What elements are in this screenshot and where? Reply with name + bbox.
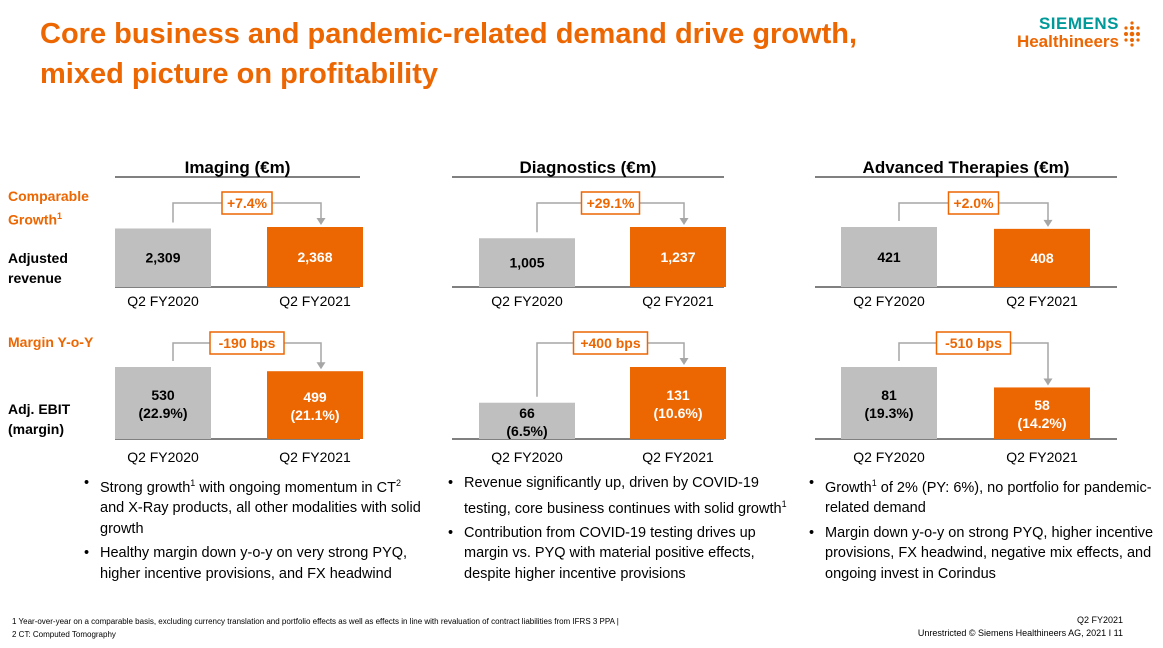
diagnostics-revenue-value-label: 1,005 [509, 255, 544, 271]
advanced-therapies-ebit-bar-q2-fy2020 [841, 367, 937, 439]
diagnostics-margin-label: (10.6%) [653, 405, 702, 421]
imaging-revenue-change-badge [221, 191, 273, 215]
diagnostics-margin-label: (6.5%) [506, 423, 547, 439]
page-title-line-2: mixed picture on profitability [40, 58, 438, 90]
imaging-ebit-value-label: 530 [151, 387, 175, 403]
diagnostics-ebit-value-label: 131 [666, 387, 690, 403]
comparable-growth-label: Comparable Growth1 [8, 186, 89, 230]
diagnostics-revenue-value-label: 1,237 [660, 249, 695, 265]
diagnostics-bullets: Revenue significantly up, driven by COVI… [446, 473, 794, 588]
advanced-therapies-revenue-arrow-icon [1043, 219, 1053, 227]
advanced-therapies-revenue-value-label: 421 [877, 249, 901, 265]
imaging-ebit-change-badge [209, 331, 285, 355]
advanced-therapies-revenue-change-label: +2.0% [953, 195, 994, 211]
diagnostics-ebit-change-badge [572, 331, 649, 355]
page-title-line-1: Core business and pandemic-related deman… [40, 18, 858, 50]
diagnostics-bullet-2: Contribution from COVID-19 testing drive… [448, 523, 794, 585]
imaging-ebit-bar-q2-fy2020 [115, 367, 211, 439]
adj-ebit-label-line-2: (margin) [8, 421, 64, 437]
logo-brand: SIEMENS [1038, 14, 1119, 33]
diagnostics-ebit-value-label: 66 [519, 405, 535, 421]
diagnostics-header: Diagnostics (€m) [520, 158, 657, 177]
adj-ebit-label-line-1: Adj. EBIT [8, 401, 71, 417]
comparable-growth-label-line-1: Comparable [8, 188, 89, 204]
footer: Q2 FY2021 Unrestricted © Siemens Healthi… [918, 614, 1123, 640]
advanced-therapies-bullets: Growth1 of 2% (PY: 6%), no portfolio for… [807, 473, 1155, 588]
advanced-therapies-revenue-category-label: Q2 FY2021 [1006, 293, 1078, 309]
diagnostics-ebit-bar-q2-fy2020 [479, 402, 575, 439]
imaging-revenue-arrow-icon [316, 218, 326, 225]
imaging-revenue-value-label: 2,309 [145, 250, 180, 266]
imaging-revenue-value-label: 2,368 [297, 249, 332, 265]
diagnostics-revenue-category-label: Q2 FY2021 [642, 293, 714, 309]
imaging-margin-label: (21.1%) [290, 407, 339, 423]
imaging-header: Imaging (€m) [185, 158, 291, 177]
diagnostics-revenue-arrow-icon [679, 218, 689, 225]
advanced-therapies-ebit-value-label: 58 [1034, 397, 1050, 413]
diagnostics-revenue-change-badge [580, 191, 641, 215]
imaging-ebit-change-label: -190 bps [219, 335, 276, 351]
diagnostics-bullet-1: Revenue significantly up, driven by COVI… [448, 473, 794, 519]
logo-product: Healthineers [1016, 32, 1119, 51]
comparable-growth-label-line-2: Growth [8, 211, 57, 228]
adjusted-revenue-label: Adjusted revenue [8, 248, 68, 288]
diagnostics-ebit-category-label: Q2 FY2020 [491, 449, 563, 465]
diagnostics-ebit-category-label: Q2 FY2021 [642, 449, 714, 465]
diagnostics-revenue-bar-q2-fy2020 [479, 238, 575, 287]
footnote-1: 1 Year-over-year on a comparable basis, … [12, 617, 619, 626]
footer-copyright: Unrestricted © Siemens Healthineers AG, … [917, 628, 1123, 638]
advanced-therapies-ebit-change-badge [935, 331, 1012, 355]
imaging-bullet-2: Healthy margin down y-o-y on very strong… [84, 543, 422, 584]
advanced-therapies-bullet-2: Margin down y-o-y on strong PYQ, higher … [809, 523, 1155, 585]
imaging-bullets: Strong growth1 with ongoing momentum in … [82, 473, 422, 588]
diagnostics-ebit-change-label: +400 bps [580, 335, 641, 351]
diagnostics-ebit-bar-q2-fy2021 [630, 367, 726, 439]
imaging-revenue-category-label: Q2 FY2020 [127, 293, 199, 309]
imaging-ebit-category-label: Q2 FY2021 [279, 449, 351, 465]
imaging-revenue-bar-q2-fy2021 [267, 227, 363, 287]
dots-icon [1124, 21, 1140, 47]
adjusted-revenue-label-line-2: revenue [8, 270, 62, 286]
advanced-therapies-ebit-bar-q2-fy2021 [994, 387, 1090, 439]
imaging-ebit-category-label: Q2 FY2020 [127, 449, 199, 465]
advanced-therapies-revenue-value-label: 408 [1030, 250, 1054, 266]
advanced-therapies-margin-label: (14.2%) [1017, 415, 1066, 431]
diagnostics-revenue-category-label: Q2 FY2020 [491, 293, 563, 309]
advanced-therapies-header: Advanced Therapies (€m) [863, 158, 1070, 177]
bar-charts: Imaging (€m) 2,309 Q2 FY2020 2,368 Q2 FY2021… [115, 158, 1117, 465]
advanced-therapies-ebit-value-label: 81 [881, 387, 897, 403]
advanced-therapies-revenue-category-label: Q2 FY2020 [853, 293, 925, 309]
advanced-therapies-ebit-category-label: Q2 FY2021 [1006, 449, 1078, 465]
advanced-therapies-bullet-1: Growth1 of 2% (PY: 6%), no portfolio for… [809, 473, 1155, 519]
advanced-therapies-ebit-change-label: -510 bps [945, 335, 1002, 351]
imaging-margin-label: (22.9%) [138, 405, 187, 421]
page-title: Core business and pandemic-related deman… [40, 14, 940, 94]
imaging-revenue-bar-q2-fy2020 [115, 228, 211, 287]
footnote-ref-1: 1 [57, 211, 63, 221]
advanced-therapies-revenue-change-badge [947, 191, 1000, 215]
footnote-2: 2 CT: Computed Tomography [12, 630, 116, 639]
siemens-healthineers-logo: SIEMENS Healthineers [1017, 15, 1141, 51]
advanced-therapies-revenue-bar-q2-fy2021 [994, 228, 1090, 287]
imaging-revenue-change-label: +7.4% [227, 195, 268, 211]
diagnostics-revenue-change-label: +29.1% [587, 195, 635, 211]
diagnostics-ebit-arrow-icon [679, 358, 689, 365]
page-number: 11 [1113, 628, 1123, 638]
imaging-bullet-1: Strong growth1 with ongoing momentum in … [84, 473, 422, 539]
imaging-ebit-arrow-icon [316, 362, 326, 370]
advanced-therapies-revenue-bar-q2-fy2020 [841, 227, 937, 287]
diagnostics-revenue-bar-q2-fy2021 [630, 227, 726, 287]
advanced-therapies-ebit-arrow-icon [1043, 378, 1053, 386]
advanced-therapies-ebit-category-label: Q2 FY2020 [853, 449, 925, 465]
imaging-ebit-value-label: 499 [303, 389, 327, 405]
imaging-ebit-bar-q2-fy2021 [267, 371, 363, 439]
adjusted-revenue-label-line-1: Adjusted [8, 250, 68, 266]
imaging-revenue-category-label: Q2 FY2021 [279, 293, 351, 309]
footer-period: Q2 FY2021 [1076, 615, 1123, 625]
margin-yoy-label: Margin Y-o-Y [8, 334, 94, 350]
advanced-therapies-margin-label: (19.3%) [864, 405, 913, 421]
adj-ebit-label: Adj. EBIT (margin) [8, 399, 70, 439]
